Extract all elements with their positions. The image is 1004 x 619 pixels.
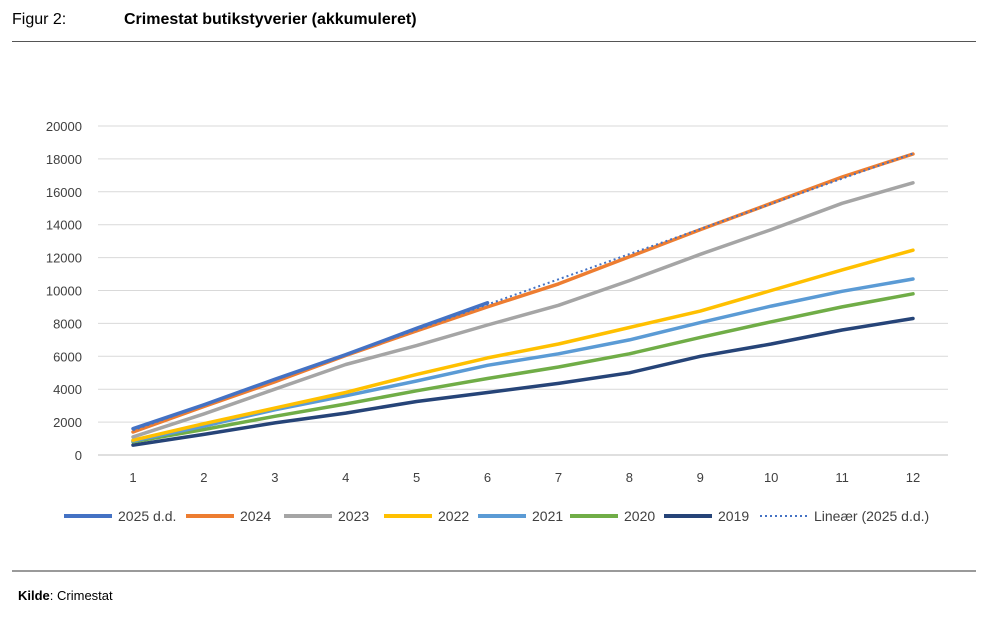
x-tick-label: 10 — [764, 470, 778, 485]
legend-label: 2024 — [240, 508, 271, 524]
x-axis: 1 2 3 4 5 6 7 8 9 10 11 12 — [129, 470, 920, 485]
source-label: Kilde — [18, 588, 50, 603]
legend-label: 2025 d.d. — [118, 508, 176, 524]
figure-title: Crimestat butikstyverier (akkumuleret) — [124, 11, 417, 28]
series-line-2022 — [131, 248, 915, 442]
x-tick-label: 7 — [555, 470, 562, 485]
bottom-divider — [12, 570, 976, 572]
y-tick-label: 20000 — [46, 119, 82, 134]
legend-label: 2019 — [718, 508, 749, 524]
y-tick-label: 8000 — [53, 316, 82, 331]
y-tick-label: 14000 — [46, 218, 82, 233]
y-tick-label: 10000 — [46, 284, 82, 299]
x-tick-label: 6 — [484, 470, 491, 485]
y-tick-label: 18000 — [46, 152, 82, 167]
series-line-2023 — [131, 181, 915, 439]
y-axis: 0 2000 4000 6000 8000 10000 12000 14000 16000 180… — [46, 119, 82, 463]
series-line-2019 — [131, 316, 915, 447]
x-tick-label: 4 — [342, 470, 349, 485]
legend-label: 2022 — [438, 508, 469, 524]
series-line-2024 — [131, 152, 915, 434]
x-tick-label: 3 — [271, 470, 278, 485]
legend-label: 2023 — [338, 508, 369, 524]
x-tick-label: 1 — [129, 470, 136, 485]
x-tick-label: 2 — [200, 470, 207, 485]
chart-gridlines — [98, 125, 948, 456]
x-tick-label: 12 — [906, 470, 920, 485]
y-tick-label: 16000 — [46, 185, 82, 200]
legend-label: 2021 — [532, 508, 563, 524]
series-line-2025-d-d — [131, 301, 490, 431]
y-tick-label: 0 — [75, 448, 82, 463]
source-text: : Crimestat — [49, 588, 113, 603]
x-tick-label: 8 — [626, 470, 633, 485]
source-note: Kilde: Crimestat — [18, 588, 113, 603]
legend-label: Lineær (2025 d.d.) — [814, 508, 929, 524]
legend-label: 2020 — [624, 508, 655, 524]
y-tick-label: 4000 — [53, 382, 82, 397]
y-tick-label: 6000 — [53, 349, 82, 364]
chart-legend: 2025 d.d. 2024 2023 2022 2021 2020 2019 Lineær … — [64, 508, 929, 524]
figure-label: Figur 2: — [12, 11, 67, 28]
chart-series — [131, 152, 915, 447]
x-tick-label: 11 — [835, 470, 849, 485]
y-tick-label: 12000 — [46, 251, 82, 266]
y-tick-label: 2000 — [53, 415, 82, 430]
series-line-2021 — [131, 277, 915, 443]
top-divider — [12, 41, 976, 42]
figure-header: Figur 2: Crimestat butikstyverier (akkum… — [12, 8, 976, 38]
x-tick-label: 9 — [697, 470, 704, 485]
x-tick-label: 5 — [413, 470, 420, 485]
line-chart: 0 2000 4000 6000 8000 10000 12000 14000 16000 180… — [46, 119, 948, 524]
series-line-2020 — [131, 292, 915, 444]
